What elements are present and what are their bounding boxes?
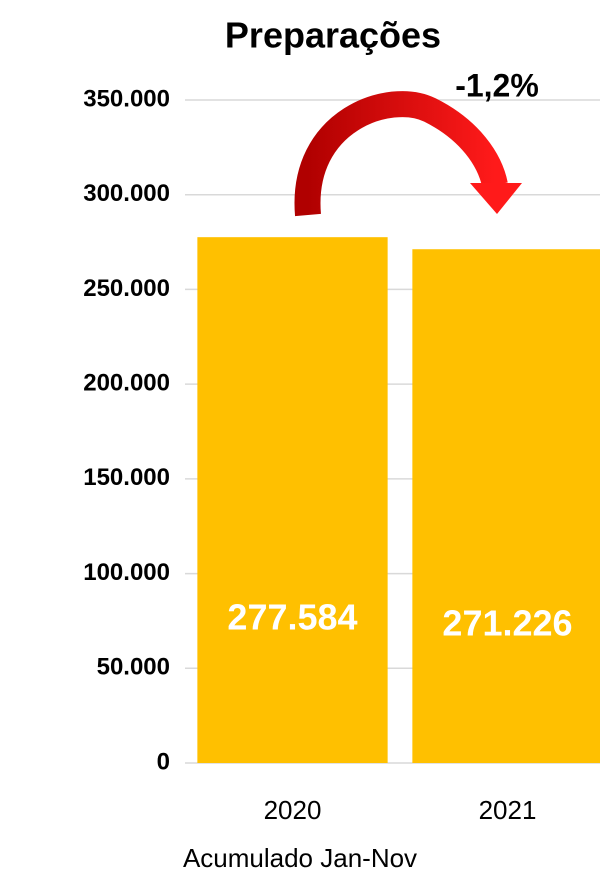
change-annotation: -1,2% [455, 67, 539, 103]
x-tick-label: 2021 [479, 795, 537, 825]
data-label: 271.226 [442, 603, 572, 644]
y-tick-label: 50.000 [97, 654, 170, 681]
y-tick-label: 0 [157, 748, 170, 775]
y-tick-label: 350.000 [83, 85, 170, 112]
bar [412, 249, 600, 763]
y-tick-label: 300.000 [83, 180, 170, 207]
plot-area: 0 50.000 100.000 150.000 200.000 250.000 300.0… [83, 85, 600, 825]
y-tick-label: 250.000 [83, 275, 170, 302]
arrow-head [470, 183, 522, 214]
chart-title: Preparações [225, 15, 441, 56]
change-arrow [294, 91, 508, 217]
y-tick-label: 200.000 [83, 369, 170, 396]
bar [197, 237, 388, 764]
x-axis-label: Acumulado Jan-Nov [183, 843, 417, 873]
y-tick-label: 150.000 [83, 464, 170, 491]
x-tick-label: 2020 [264, 795, 322, 825]
y-tick-label: 100.000 [83, 559, 170, 586]
data-label: 277.584 [227, 597, 357, 638]
